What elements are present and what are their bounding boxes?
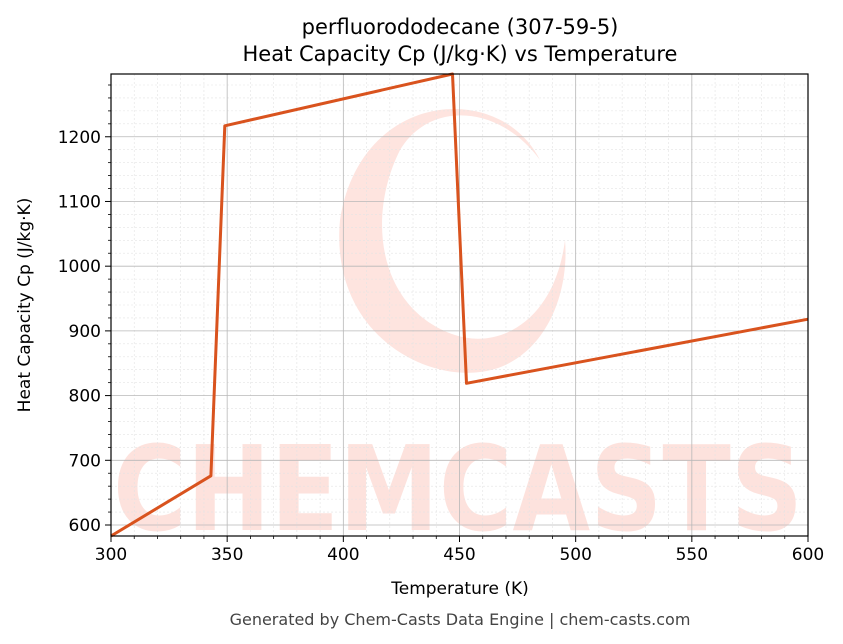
- y-tick-label: 1100: [58, 192, 101, 212]
- watermark-swirl-icon: [339, 109, 566, 373]
- chart-title-line1: perfluorododecane (307-59-5): [302, 15, 619, 39]
- x-tick-label: 450: [443, 545, 475, 565]
- y-tick-label: 1000: [58, 257, 101, 277]
- x-axis-label: Temperature (K): [390, 579, 529, 599]
- series-layer: [110, 72, 809, 538]
- watermark-text: CHEMCASTS: [113, 420, 803, 558]
- x-axis: 300 350 400 450 500 550 600: [95, 536, 824, 565]
- series-line: [110, 72, 809, 538]
- y-tick-label: 700: [69, 451, 101, 471]
- chart-title-line2: Heat Capacity Cp (J/kg·K) vs Temperature: [243, 42, 678, 66]
- y-tick-label: 800: [69, 387, 101, 407]
- y-tick-label: 1200: [58, 128, 101, 148]
- x-tick-label: 600: [792, 545, 824, 565]
- watermark: CHEMCASTS: [113, 109, 803, 558]
- x-tick-label: 500: [559, 545, 591, 565]
- x-tick-label: 350: [211, 545, 243, 565]
- y-tick-label: 900: [69, 322, 101, 342]
- y-axis: 600 700 800 900 1000 1100 1200: [58, 84, 111, 536]
- x-tick-label: 550: [676, 545, 708, 565]
- y-axis-label: Heat Capacity Cp (J/kg·K): [15, 198, 35, 413]
- x-tick-label: 400: [327, 545, 359, 565]
- y-tick-label: 600: [69, 516, 101, 536]
- footer-credit: Generated by Chem-Casts Data Engine | ch…: [230, 610, 691, 629]
- x-tick-label: 300: [95, 545, 127, 565]
